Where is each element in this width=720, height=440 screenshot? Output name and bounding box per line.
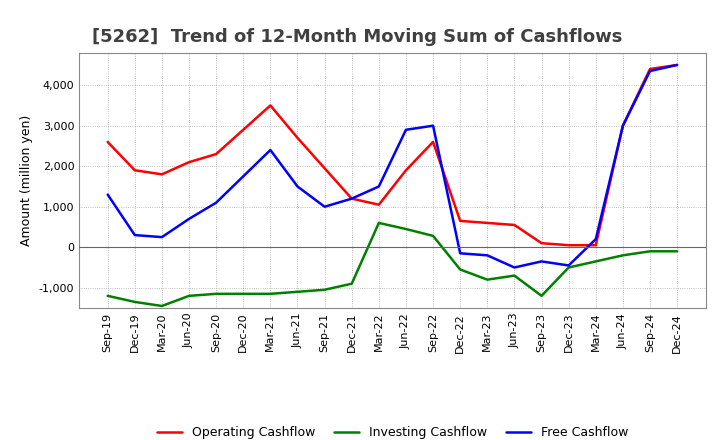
Operating Cashflow	[591, 242, 600, 248]
Free Cashflow	[348, 196, 356, 201]
Investing Cashflow	[646, 249, 654, 254]
Free Cashflow	[510, 265, 518, 270]
Free Cashflow	[483, 253, 492, 258]
Free Cashflow	[591, 236, 600, 242]
Y-axis label: Amount (million yen): Amount (million yen)	[20, 115, 33, 246]
Investing Cashflow	[212, 291, 220, 297]
Operating Cashflow	[564, 242, 573, 248]
Investing Cashflow	[348, 281, 356, 286]
Line: Investing Cashflow: Investing Cashflow	[108, 223, 677, 306]
Free Cashflow	[320, 204, 329, 209]
Investing Cashflow	[618, 253, 627, 258]
Investing Cashflow	[374, 220, 383, 226]
Operating Cashflow	[402, 168, 410, 173]
Operating Cashflow	[646, 66, 654, 72]
Operating Cashflow	[672, 62, 681, 68]
Free Cashflow	[374, 184, 383, 189]
Investing Cashflow	[564, 265, 573, 270]
Investing Cashflow	[428, 233, 437, 238]
Operating Cashflow	[212, 151, 220, 157]
Investing Cashflow	[104, 293, 112, 298]
Free Cashflow	[428, 123, 437, 128]
Operating Cashflow	[428, 139, 437, 145]
Operating Cashflow	[266, 103, 275, 108]
Investing Cashflow	[130, 299, 139, 304]
Legend: Operating Cashflow, Investing Cashflow, Free Cashflow: Operating Cashflow, Investing Cashflow, …	[152, 422, 633, 440]
Operating Cashflow	[618, 123, 627, 128]
Operating Cashflow	[456, 218, 464, 224]
Operating Cashflow	[348, 196, 356, 201]
Operating Cashflow	[320, 165, 329, 171]
Operating Cashflow	[185, 160, 194, 165]
Operating Cashflow	[374, 202, 383, 207]
Investing Cashflow	[185, 293, 194, 298]
Text: [5262]  Trend of 12-Month Moving Sum of Cashflows: [5262] Trend of 12-Month Moving Sum of C…	[91, 28, 622, 46]
Investing Cashflow	[591, 259, 600, 264]
Operating Cashflow	[510, 222, 518, 227]
Investing Cashflow	[158, 303, 166, 308]
Investing Cashflow	[456, 267, 464, 272]
Free Cashflow	[158, 235, 166, 240]
Investing Cashflow	[320, 287, 329, 293]
Investing Cashflow	[293, 289, 302, 294]
Operating Cashflow	[104, 139, 112, 145]
Free Cashflow	[212, 200, 220, 205]
Free Cashflow	[618, 123, 627, 128]
Free Cashflow	[402, 127, 410, 132]
Operating Cashflow	[130, 168, 139, 173]
Free Cashflow	[456, 251, 464, 256]
Investing Cashflow	[266, 291, 275, 297]
Investing Cashflow	[239, 291, 248, 297]
Investing Cashflow	[483, 277, 492, 282]
Free Cashflow	[646, 68, 654, 73]
Operating Cashflow	[158, 172, 166, 177]
Investing Cashflow	[537, 293, 546, 298]
Line: Operating Cashflow: Operating Cashflow	[108, 65, 677, 245]
Free Cashflow	[239, 174, 248, 179]
Free Cashflow	[564, 263, 573, 268]
Free Cashflow	[130, 232, 139, 238]
Line: Free Cashflow: Free Cashflow	[108, 65, 677, 268]
Investing Cashflow	[402, 226, 410, 231]
Operating Cashflow	[537, 241, 546, 246]
Investing Cashflow	[510, 273, 518, 278]
Free Cashflow	[537, 259, 546, 264]
Operating Cashflow	[293, 135, 302, 140]
Free Cashflow	[293, 184, 302, 189]
Investing Cashflow	[672, 249, 681, 254]
Free Cashflow	[185, 216, 194, 221]
Free Cashflow	[672, 62, 681, 68]
Operating Cashflow	[483, 220, 492, 226]
Free Cashflow	[266, 147, 275, 153]
Operating Cashflow	[239, 127, 248, 132]
Free Cashflow	[104, 192, 112, 197]
